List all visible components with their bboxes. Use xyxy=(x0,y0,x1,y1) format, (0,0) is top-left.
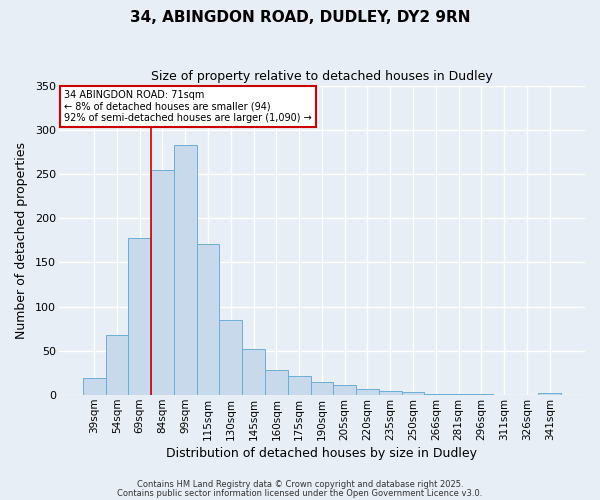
Text: Contains HM Land Registry data © Crown copyright and database right 2025.: Contains HM Land Registry data © Crown c… xyxy=(137,480,463,489)
Bar xyxy=(83,378,106,395)
Title: Size of property relative to detached houses in Dudley: Size of property relative to detached ho… xyxy=(151,70,493,83)
Bar xyxy=(379,390,401,395)
Y-axis label: Number of detached properties: Number of detached properties xyxy=(15,142,28,339)
Bar xyxy=(288,376,311,395)
Bar xyxy=(447,394,470,395)
Bar xyxy=(401,392,424,395)
X-axis label: Distribution of detached houses by size in Dudley: Distribution of detached houses by size … xyxy=(166,447,478,460)
Bar xyxy=(356,389,379,395)
Bar xyxy=(334,386,356,395)
Bar xyxy=(106,335,128,395)
Bar xyxy=(265,370,288,395)
Bar xyxy=(538,394,561,395)
Bar xyxy=(197,244,220,395)
Bar xyxy=(220,320,242,395)
Bar xyxy=(128,238,151,395)
Bar xyxy=(151,170,174,395)
Bar xyxy=(470,394,493,395)
Bar xyxy=(311,382,334,395)
Text: 34, ABINGDON ROAD, DUDLEY, DY2 9RN: 34, ABINGDON ROAD, DUDLEY, DY2 9RN xyxy=(130,10,470,25)
Text: 34 ABINGDON ROAD: 71sqm
← 8% of detached houses are smaller (94)
92% of semi-det: 34 ABINGDON ROAD: 71sqm ← 8% of detached… xyxy=(64,90,312,124)
Bar xyxy=(242,349,265,395)
Bar xyxy=(174,145,197,395)
Text: Contains public sector information licensed under the Open Government Licence v3: Contains public sector information licen… xyxy=(118,488,482,498)
Bar xyxy=(424,394,447,395)
